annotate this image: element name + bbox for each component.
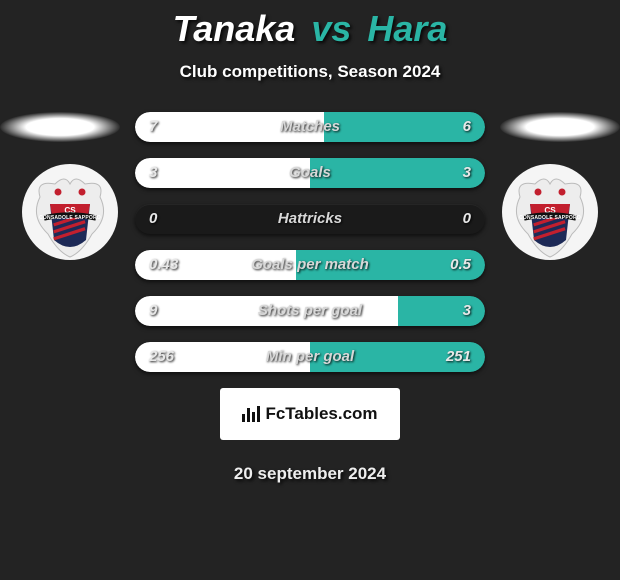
halo-left — [0, 112, 120, 142]
barchart-icon — [242, 406, 260, 422]
stat-value-right: 251 — [446, 342, 471, 372]
stat-value-right: 6 — [463, 112, 471, 142]
date: 20 september 2024 — [0, 464, 620, 484]
fctables-logo: FcTables.com — [220, 388, 400, 440]
stat-row: Goals per match0.43 0.5 — [135, 250, 485, 280]
stat-label: Matches — [135, 112, 485, 142]
team-badge-left: CS CONSADOLE SAPPORO — [20, 162, 120, 262]
stat-label: Hattricks — [135, 204, 485, 234]
halo-right — [500, 112, 620, 142]
player2-name: Hara — [367, 8, 447, 49]
stat-value-left: 256 — [149, 342, 174, 372]
team-badge-right: CS CONSADOLE SAPPORO — [500, 162, 600, 262]
player1-name: Tanaka — [173, 8, 296, 49]
stat-row: Matches7 6 — [135, 112, 485, 142]
comparison-stage: CS CONSADOLE SAPPORO CS CONSADOLE SAPPOR… — [0, 112, 620, 372]
stat-label: Goals per match — [135, 250, 485, 280]
stat-value-left: 9 — [149, 296, 157, 326]
stat-value-left: 0 — [149, 204, 157, 234]
consadole-badge-icon: CS CONSADOLE SAPPORO — [500, 162, 600, 262]
stat-value-left: 0.43 — [149, 250, 178, 280]
stat-value-right: 3 — [463, 158, 471, 188]
stat-label: Shots per goal — [135, 296, 485, 326]
stat-row: Hattricks0 0 — [135, 204, 485, 234]
stat-row: Min per goal256 251 — [135, 342, 485, 372]
stat-rows: Matches76Goals33Hattricks00Goals per mat… — [135, 112, 485, 372]
subtitle: Club competitions, Season 2024 — [0, 62, 620, 82]
stat-value-right: 0 — [463, 204, 471, 234]
comparison-title: Tanaka vs Hara — [0, 0, 620, 50]
stat-row: Goals3 3 — [135, 158, 485, 188]
stat-value-left: 7 — [149, 112, 157, 142]
svg-text:CONSADOLE SAPPORO: CONSADOLE SAPPORO — [519, 215, 581, 221]
stat-value-left: 3 — [149, 158, 157, 188]
vs-text: vs — [311, 8, 351, 49]
stat-label: Min per goal — [135, 342, 485, 372]
logo-text: FcTables.com — [265, 404, 377, 424]
stat-label: Goals — [135, 158, 485, 188]
svg-text:CONSADOLE SAPPORO: CONSADOLE SAPPORO — [39, 215, 101, 221]
stat-value-right: 0.5 — [450, 250, 471, 280]
consadole-badge-icon: CS CONSADOLE SAPPORO — [20, 162, 120, 262]
stat-value-right: 3 — [463, 296, 471, 326]
stat-row: Shots per goal9 3 — [135, 296, 485, 326]
